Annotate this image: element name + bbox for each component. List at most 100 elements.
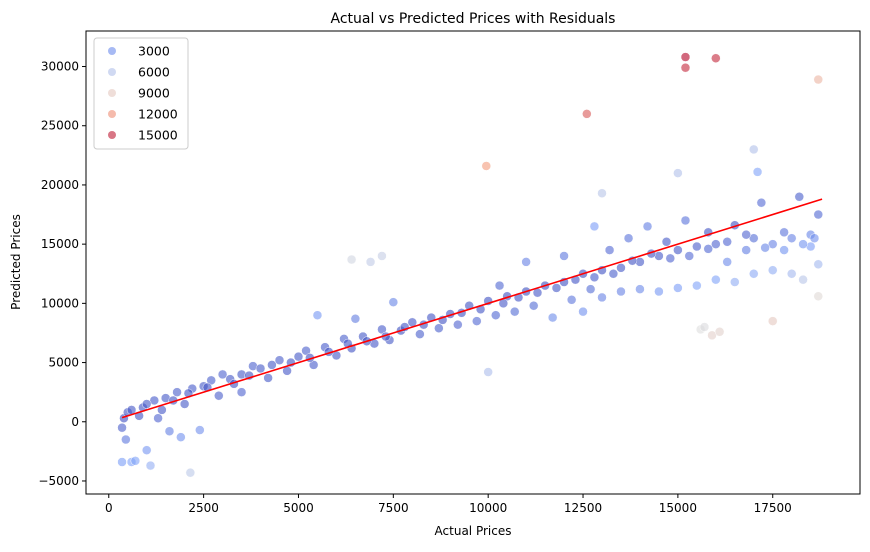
data-point (236, 387, 247, 397)
data-point (388, 297, 399, 307)
data-point (680, 62, 691, 73)
data-point (453, 319, 463, 330)
x-axis: 0 2500 5000 7500 10000 12500 15000 17500 (105, 494, 792, 515)
data-point (661, 237, 672, 247)
data-point (749, 144, 759, 155)
data-point (608, 268, 619, 279)
data-point (779, 245, 789, 255)
x-tick-label: 5000 (283, 501, 314, 515)
data-point (172, 387, 182, 397)
data-point (597, 188, 607, 198)
data-point (377, 251, 387, 261)
data-point (117, 422, 127, 433)
data-point (813, 209, 824, 220)
data-point (798, 274, 808, 285)
data-point (483, 367, 493, 377)
data-point (585, 284, 596, 294)
data-point (798, 239, 808, 249)
data-point (741, 229, 751, 240)
data-point (673, 168, 683, 178)
legend-marker (108, 68, 116, 76)
y-tick-label: 25000 (41, 119, 79, 133)
data-point (673, 245, 683, 255)
data-point (551, 283, 562, 293)
data-point (582, 109, 592, 119)
data-point (509, 306, 520, 317)
data-point (703, 244, 713, 254)
data-point (692, 241, 702, 252)
y-tick-label: 10000 (41, 296, 79, 310)
x-tick-label: 15000 (659, 501, 697, 515)
data-point (722, 237, 732, 247)
data-point (121, 434, 131, 445)
data-point (779, 227, 789, 238)
data-point (813, 259, 824, 270)
data-point (767, 265, 778, 275)
data-point (145, 460, 156, 471)
data-point (263, 373, 273, 383)
data-point (267, 360, 277, 370)
data-point (293, 351, 304, 362)
data-point (214, 390, 224, 401)
data-point (760, 242, 770, 253)
legend-label: 6000 (138, 65, 170, 80)
data-point (365, 257, 376, 267)
data-point (481, 161, 492, 171)
plot-frame (85, 30, 861, 495)
legend: 3000 6000 9000 12000 15000 (93, 37, 189, 150)
data-point (642, 221, 653, 232)
x-tick-label: 17500 (754, 501, 792, 515)
legend-box (93, 37, 189, 150)
data-point (566, 295, 577, 305)
data-point (130, 456, 141, 466)
data-point (711, 53, 721, 63)
data-point (559, 251, 569, 261)
data-point (616, 263, 626, 273)
y-tick-label: 30000 (41, 60, 79, 74)
x-axis-label: Actual Prices (435, 524, 512, 538)
data-point (176, 432, 186, 442)
data-point (578, 306, 588, 317)
data-point (179, 399, 190, 409)
data-point (195, 425, 205, 435)
data-point (749, 268, 759, 279)
data-point (604, 245, 615, 255)
y-tick-label: 5000 (48, 356, 79, 370)
data-point (767, 316, 778, 326)
fit-line (121, 198, 823, 419)
data-point (752, 167, 763, 177)
data-point (813, 74, 824, 85)
data-point (786, 233, 797, 243)
data-point (346, 254, 357, 265)
data-point (491, 310, 501, 320)
data-point (673, 283, 683, 293)
data-point (699, 322, 710, 332)
data-point (350, 313, 361, 324)
x-tick-label: 12500 (564, 501, 602, 515)
data-point (809, 233, 820, 243)
y-tick-label: 0 (71, 415, 79, 429)
legend-marker (108, 89, 116, 97)
x-tick-label: 10000 (469, 501, 507, 515)
y-tick-label: 20000 (41, 178, 79, 192)
data-point (623, 233, 634, 243)
data-point (415, 329, 425, 339)
points-layer (117, 52, 824, 478)
y-tick-label: 15000 (41, 237, 79, 251)
data-point (521, 257, 531, 267)
data-point (589, 272, 600, 283)
data-point (274, 355, 285, 365)
data-point (692, 280, 702, 291)
data-point (813, 291, 824, 301)
data-point (711, 239, 721, 249)
data-point (756, 197, 767, 208)
y-axis: −5000 0 5000 10000 15000 20000 25000 30000 (38, 60, 86, 488)
data-point (185, 467, 196, 478)
x-tick-label: 0 (105, 501, 113, 515)
data-point (141, 445, 152, 455)
data-point (164, 426, 175, 436)
data-point (494, 280, 505, 291)
data-point (528, 300, 539, 311)
legend-label: 9000 (138, 86, 170, 101)
data-point (680, 52, 691, 62)
